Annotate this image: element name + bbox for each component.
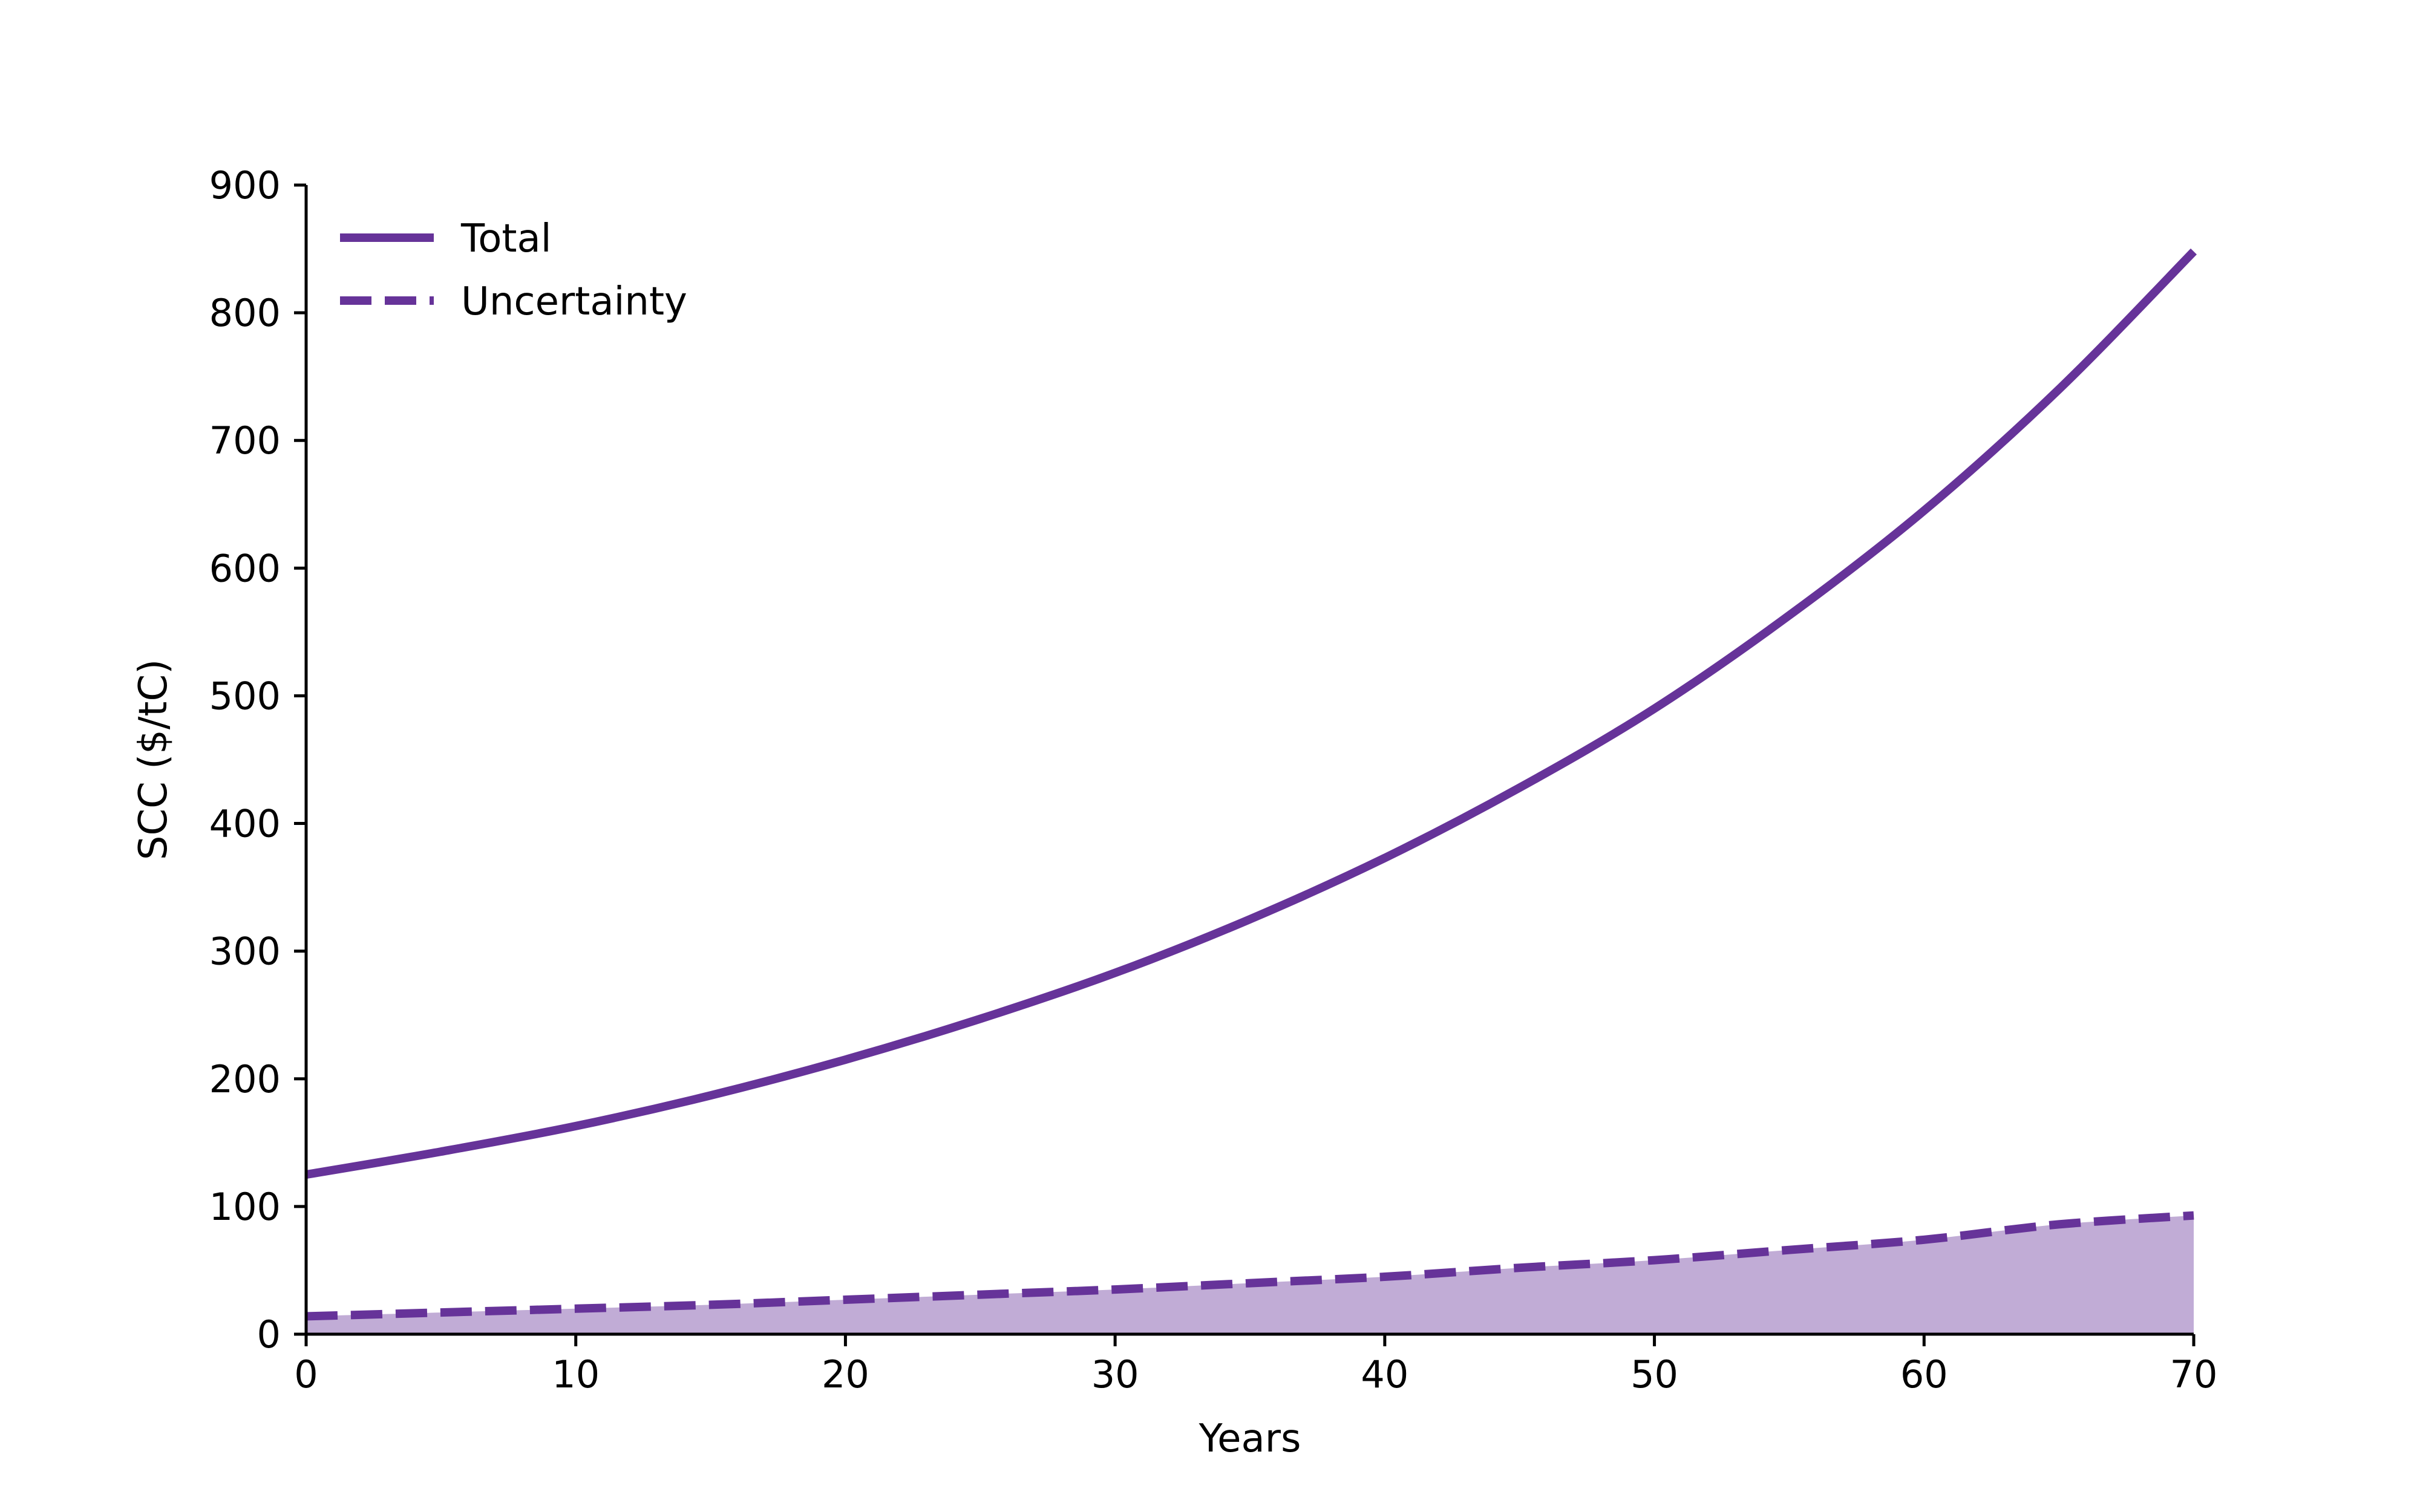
x-tick-label: 10 — [552, 1352, 600, 1396]
x-tick-label: 20 — [822, 1352, 869, 1396]
series-line-uncertainty — [306, 1211, 2194, 1321]
y-tick-label: 200 — [209, 1057, 281, 1101]
x-ticks: 0 10 20 30 40 50 60 70 — [294, 1334, 2217, 1396]
x-tick-label: 70 — [2170, 1352, 2218, 1396]
y-tick-label: 0 — [257, 1312, 281, 1357]
y-tick-label: 900 — [209, 163, 281, 207]
y-tick-label: 700 — [209, 419, 281, 463]
y-tick-label: 400 — [209, 802, 281, 846]
y-axis-title: SCC ($/tC) — [131, 659, 176, 860]
y-tick-label: 800 — [209, 291, 281, 335]
y-ticks: 0 100 200 300 400 500 600 700 800 900 — [209, 163, 306, 1357]
series-layer — [305, 248, 2197, 1321]
y-tick-label: 600 — [209, 546, 281, 590]
x-tick-label: 0 — [294, 1352, 318, 1396]
y-tick-label: 100 — [209, 1185, 281, 1229]
x-tick-label: 60 — [1900, 1352, 1948, 1396]
legend-label-uncertainty: Uncertainty — [461, 279, 687, 324]
legend-label-total: Total — [460, 217, 551, 261]
series-line-total — [305, 248, 2197, 1179]
legend: Total Uncertainty — [340, 217, 687, 324]
x-tick-label: 40 — [1361, 1352, 1408, 1396]
y-tick-label: 300 — [209, 930, 281, 974]
y-tick-label: 500 — [209, 674, 281, 718]
x-axis-title: Years — [1199, 1416, 1301, 1461]
axes-layer — [304, 185, 2194, 1336]
x-tick-label: 30 — [1091, 1352, 1139, 1396]
x-tick-label: 50 — [1630, 1352, 1678, 1396]
